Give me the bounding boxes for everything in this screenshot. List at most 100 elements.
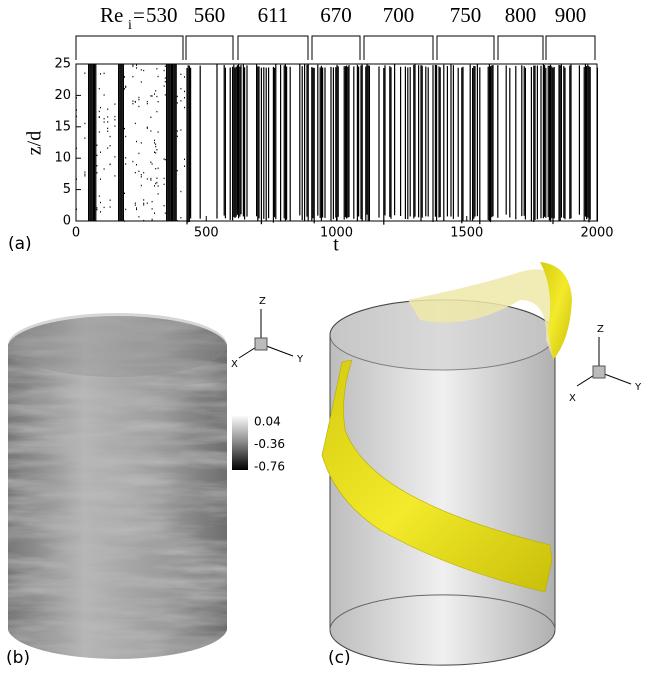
speck [180, 129, 181, 130]
bracket [76, 36, 183, 60]
speck [84, 72, 85, 73]
speck [155, 183, 156, 184]
stripe [347, 67, 348, 218]
stripe [531, 67, 532, 221]
speck [136, 164, 137, 165]
stripe [171, 64, 172, 221]
speck [141, 142, 142, 143]
stripe [420, 65, 421, 221]
stripe [257, 66, 258, 221]
stripe [432, 65, 433, 222]
stripe [90, 64, 91, 221]
speck [125, 163, 126, 164]
stripe [345, 66, 346, 217]
stripe [549, 66, 550, 221]
stripe [561, 65, 562, 218]
speck [141, 69, 142, 70]
y-tick-label: 5 [63, 182, 71, 197]
speck [154, 212, 155, 213]
stripe [462, 67, 463, 221]
speck [138, 153, 139, 154]
stripe [368, 65, 369, 221]
colorbar-label: -0.76 [254, 460, 285, 474]
stripe [306, 65, 307, 217]
speck [184, 91, 185, 92]
speck [177, 96, 178, 97]
stripe [489, 64, 490, 220]
stripe [230, 67, 231, 219]
stripe [246, 65, 247, 216]
speck [138, 97, 139, 98]
speck [150, 117, 151, 118]
stripe [414, 64, 415, 216]
stripe [390, 67, 391, 219]
speck [156, 96, 157, 97]
bracket [238, 36, 308, 60]
stripe [558, 65, 559, 221]
stripe [477, 64, 478, 216]
speck [110, 136, 111, 137]
speck [104, 73, 105, 74]
stripe [400, 67, 401, 216]
speck [110, 206, 111, 207]
stripe [587, 65, 588, 218]
speck [184, 166, 185, 167]
speck [96, 155, 97, 156]
spacetime-plot [76, 64, 598, 225]
speck [132, 103, 133, 104]
stripe [443, 65, 444, 222]
stripe [378, 66, 379, 217]
stripe [534, 65, 535, 219]
speck [100, 178, 101, 179]
stripe [92, 64, 93, 221]
colorbar [232, 415, 248, 470]
stripe [418, 65, 419, 217]
stripe [428, 67, 429, 216]
stripe [479, 67, 480, 224]
speck [156, 111, 157, 112]
stripe [440, 67, 441, 217]
stripe [308, 64, 309, 221]
stripe [537, 66, 538, 220]
regime-label: i [128, 18, 132, 33]
speck [158, 193, 159, 194]
stripe [472, 68, 473, 221]
axis-label: Z [259, 296, 266, 307]
stripe [543, 64, 544, 218]
speck [138, 106, 139, 107]
speck [177, 130, 178, 131]
speck [138, 216, 139, 217]
speck [114, 119, 115, 120]
x-tick-label: 0 [72, 226, 80, 241]
stripe [233, 65, 234, 217]
speck [104, 168, 105, 169]
y-tick-label: 20 [54, 88, 71, 103]
speck [165, 81, 166, 82]
stripe [348, 65, 349, 217]
speck [107, 128, 108, 129]
axis-cube [255, 338, 267, 350]
speck [156, 149, 157, 150]
speck [104, 121, 105, 122]
speck [143, 70, 144, 71]
speck [114, 125, 115, 126]
speck [124, 76, 125, 77]
speck [100, 202, 101, 203]
x-tick-label: 1000 [320, 226, 353, 241]
stripe [236, 67, 237, 217]
stripe [569, 66, 570, 219]
y-tick-label: 25 [54, 57, 71, 72]
speck [155, 146, 156, 147]
stripe [234, 68, 235, 218]
speck [143, 199, 144, 200]
speck [136, 207, 137, 208]
speck [114, 116, 115, 117]
x-tick-label: 500 [194, 226, 219, 241]
stripe [344, 66, 345, 219]
stripe [384, 65, 385, 215]
stripe [256, 64, 257, 216]
speck [147, 103, 148, 104]
speck [110, 199, 111, 200]
speck [100, 107, 101, 108]
stripe [324, 67, 325, 217]
